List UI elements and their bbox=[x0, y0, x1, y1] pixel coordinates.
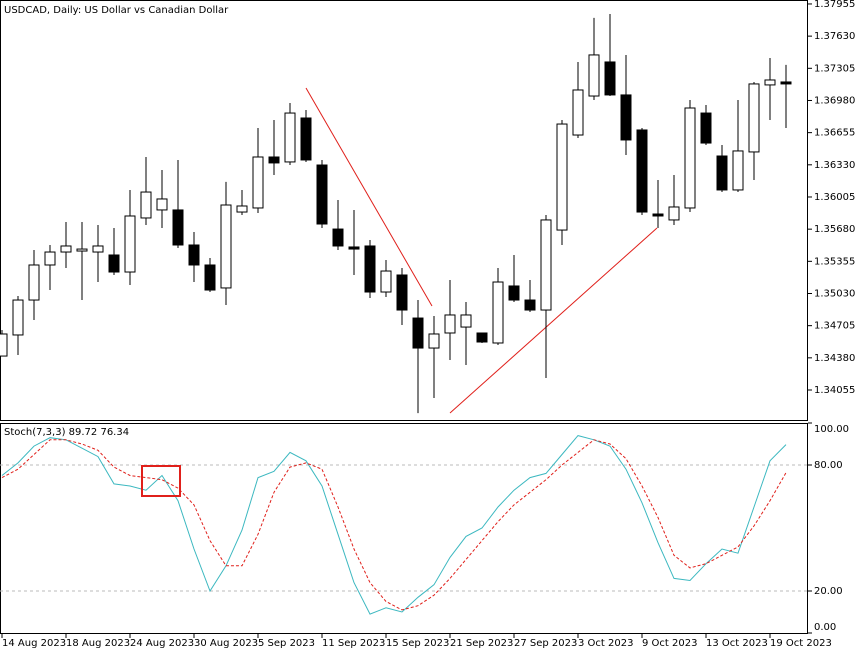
y-tick-label: 1.35030 bbox=[814, 288, 855, 299]
x-tick-label: 24 Aug 2023 bbox=[130, 638, 194, 649]
stoch-panel bbox=[0, 423, 808, 634]
x-tick-label: 5 Sep 2023 bbox=[258, 638, 315, 649]
candle-body bbox=[732, 150, 744, 191]
candle-body bbox=[780, 81, 792, 85]
y-tick-label: 1.37630 bbox=[814, 31, 855, 42]
candle-body bbox=[684, 107, 696, 209]
candle-body bbox=[236, 205, 248, 213]
candle-body bbox=[0, 333, 8, 357]
y-tick-label: 1.36980 bbox=[814, 95, 855, 106]
candle-body bbox=[524, 299, 536, 311]
y-tick-label: 1.35680 bbox=[814, 224, 855, 235]
x-tick-label: 15 Sep 2023 bbox=[386, 638, 449, 649]
candle-body bbox=[748, 83, 760, 153]
candle-body bbox=[60, 245, 72, 253]
candle-body bbox=[316, 164, 328, 225]
x-tick-label: 3 Oct 2023 bbox=[578, 638, 633, 649]
candle-body bbox=[28, 264, 40, 301]
y-tick-label: 1.37955 bbox=[814, 0, 855, 10]
candle-body bbox=[716, 155, 728, 191]
candle-body bbox=[44, 251, 56, 266]
x-tick-label: 11 Sep 2023 bbox=[322, 638, 385, 649]
candle-body bbox=[764, 79, 776, 86]
candle-body bbox=[476, 332, 488, 343]
candle-body bbox=[332, 228, 344, 247]
candle-body bbox=[572, 89, 584, 136]
x-tick-label: 30 Aug 2023 bbox=[194, 638, 258, 649]
y-tick-label: 1.37305 bbox=[814, 63, 855, 74]
y-tick-label: 1.34705 bbox=[814, 321, 855, 332]
x-tick-label: 14 Aug 2023 bbox=[2, 638, 66, 649]
indicator-title: Stoch(7,3,3) 89.72 76.34 bbox=[4, 427, 129, 438]
candle-body bbox=[12, 299, 24, 336]
candle-body bbox=[188, 244, 200, 266]
candle-body bbox=[668, 206, 680, 221]
candle-body bbox=[108, 254, 120, 273]
candle-body bbox=[284, 112, 296, 163]
candle-body bbox=[508, 285, 520, 301]
y-tick-label: 1.36005 bbox=[814, 192, 855, 203]
candle-body bbox=[636, 129, 648, 213]
candle-body bbox=[140, 191, 152, 219]
candle-body bbox=[700, 112, 712, 144]
candle-body bbox=[220, 204, 232, 289]
y-tick-label: 0.00 bbox=[814, 622, 836, 633]
trend-line bbox=[305, 87, 433, 307]
candle-body bbox=[364, 245, 376, 293]
candle-body bbox=[92, 245, 104, 253]
candle-body bbox=[412, 317, 424, 349]
candle-body bbox=[124, 215, 136, 273]
candle-body bbox=[348, 246, 360, 250]
candle-body bbox=[588, 54, 600, 97]
candle-body bbox=[652, 213, 664, 217]
candle-body bbox=[540, 219, 552, 311]
x-tick-label: 27 Sep 2023 bbox=[514, 638, 577, 649]
y-tick-label: 1.36330 bbox=[814, 160, 855, 171]
candle-body bbox=[428, 333, 440, 349]
candle-body bbox=[556, 123, 568, 231]
candle-body bbox=[620, 94, 632, 141]
candle-body bbox=[460, 314, 472, 328]
y-tick-label: 100.00 bbox=[814, 424, 849, 435]
x-tick-label: 9 Oct 2023 bbox=[642, 638, 697, 649]
candle-body bbox=[604, 61, 616, 96]
stoch-line bbox=[1, 435, 787, 615]
price-panel bbox=[0, 0, 808, 421]
y-tick-label: 80.00 bbox=[814, 460, 843, 471]
candle-body bbox=[380, 270, 392, 293]
candle-body bbox=[156, 198, 168, 211]
trend-line bbox=[449, 227, 658, 414]
candle-body bbox=[172, 209, 184, 246]
x-tick-label: 19 Oct 2023 bbox=[770, 638, 832, 649]
candle-body bbox=[444, 314, 456, 334]
x-tick-label: 21 Sep 2023 bbox=[450, 638, 513, 649]
y-tick-label: 1.35355 bbox=[814, 256, 855, 267]
candle-body bbox=[300, 117, 312, 161]
highlight-box bbox=[141, 465, 181, 497]
y-tick-label: 20.00 bbox=[814, 586, 843, 597]
y-tick-label: 1.34055 bbox=[814, 385, 855, 396]
candle-body bbox=[252, 156, 264, 209]
stoch-line bbox=[1, 439, 787, 611]
candle-body bbox=[268, 156, 280, 164]
candle-body bbox=[492, 281, 504, 344]
candle-body bbox=[76, 248, 88, 252]
candle-body bbox=[396, 274, 408, 311]
chart-title: USDCAD, Daily: US Dollar vs Canadian Dol… bbox=[4, 5, 229, 16]
y-tick-label: 1.34380 bbox=[814, 353, 855, 364]
candle-body bbox=[204, 264, 216, 291]
x-tick-label: 18 Aug 2023 bbox=[66, 638, 130, 649]
y-tick-label: 1.36655 bbox=[814, 128, 855, 139]
x-tick-label: 13 Oct 2023 bbox=[706, 638, 768, 649]
